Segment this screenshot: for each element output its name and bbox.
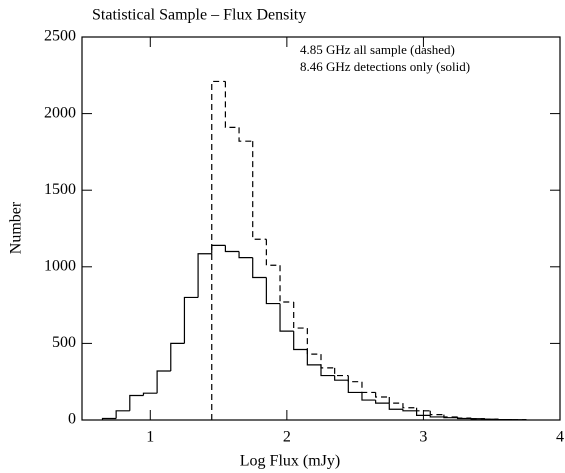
histogram-bin — [293, 331, 308, 351]
histogram-bin — [279, 265, 294, 303]
histogram-bin — [142, 392, 158, 396]
histogram-bin — [224, 81, 240, 128]
histogram-bin — [129, 394, 144, 411]
histogram-bin — [265, 277, 281, 305]
histogram-bin — [347, 380, 362, 394]
histogram-bin — [238, 251, 253, 259]
histogram-bin — [252, 257, 267, 279]
y-axis-label: Number — [8, 201, 25, 254]
histogram-bin — [334, 375, 349, 381]
histogram-bin — [211, 80, 226, 420]
legend-entry: 8.46 GHz detections only (solid) — [300, 59, 470, 74]
histogram-bin — [238, 127, 253, 142]
y-tick-label: 0 — [68, 411, 76, 428]
histogram-bin — [320, 354, 335, 369]
histogram-bin — [361, 392, 376, 401]
histogram-bin — [388, 397, 403, 404]
histogram-bin — [279, 303, 294, 332]
histogram-bin — [183, 296, 199, 344]
histogram-bin — [156, 370, 171, 394]
y-tick-label: 1500 — [44, 181, 76, 198]
y-tick-label: 1000 — [44, 257, 76, 274]
legend-entry: 4.85 GHz all sample (dashed) — [300, 42, 455, 57]
histogram-bin — [306, 328, 321, 355]
histogram-bin — [416, 410, 431, 417]
histogram-bin — [101, 417, 117, 420]
y-tick-label: 2000 — [44, 104, 76, 121]
histogram-bin — [361, 381, 376, 394]
histogram-bin — [197, 253, 212, 298]
x-tick-label: 2 — [283, 429, 291, 446]
histogram-bin — [293, 302, 308, 329]
histogram-bin — [306, 349, 321, 366]
histogram-bin — [170, 342, 185, 371]
chart-title: Statistical Sample – Flux Density — [92, 7, 306, 24]
histogram-bin — [443, 414, 458, 418]
histogram-bin — [347, 375, 362, 383]
x-tick-label: 1 — [146, 429, 154, 446]
histogram-bin — [429, 410, 444, 416]
histogram-bin — [443, 416, 458, 419]
x-tick-label: 4 — [556, 429, 564, 446]
plot-frame — [81, 36, 561, 421]
histogram-bin — [402, 403, 417, 409]
histogram-bin — [334, 367, 349, 377]
histogram-bin — [320, 364, 335, 377]
histogram-bin — [402, 409, 417, 412]
x-axis-label: Log Flux (mJy) — [240, 453, 340, 470]
histogram-bin — [429, 415, 444, 418]
histogram-bin — [456, 417, 472, 420]
histogram-bin — [375, 392, 390, 398]
histogram-bin — [375, 400, 390, 404]
histogram-bin — [265, 239, 281, 266]
y-tick-label: 500 — [52, 334, 76, 351]
x-tick-label: 3 — [419, 429, 427, 446]
histogram-bin — [388, 403, 403, 410]
histogram-bin — [252, 141, 267, 240]
y-tick-label: 2500 — [44, 28, 76, 45]
histogram-bin — [115, 410, 130, 419]
histogram-bin — [211, 244, 226, 254]
histogram-bin — [224, 245, 240, 253]
